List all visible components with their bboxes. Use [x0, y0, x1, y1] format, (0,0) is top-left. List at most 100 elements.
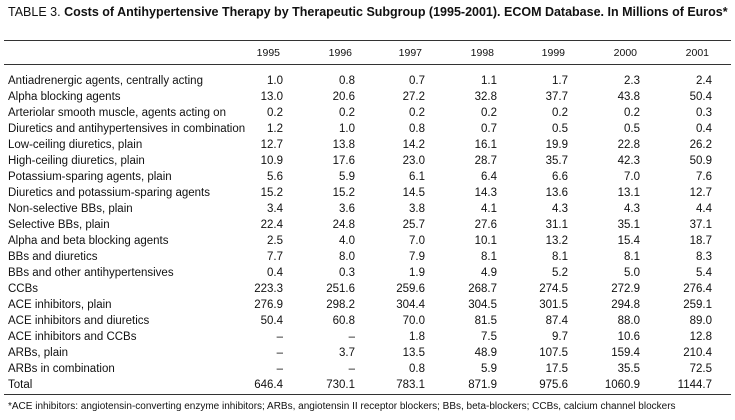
row-label: Antiadrenergic agents, centrally acting [8, 75, 203, 87]
table-cell: 274.5 [539, 283, 568, 295]
table-cell: 268.7 [468, 283, 497, 295]
table-cell: 23.0 [402, 155, 425, 167]
table-cell: 975.6 [539, 379, 568, 391]
table-cell: 48.9 [474, 347, 497, 359]
table-cell: 1144.7 [677, 379, 712, 391]
row-label: Alpha blocking agents [8, 91, 121, 103]
table-cell: 1.7 [552, 75, 568, 87]
table-cell: 12.7 [689, 187, 712, 199]
table-cell: 13.5 [402, 347, 425, 359]
row-label: High-ceiling diuretics, plain [8, 155, 145, 167]
table-cell: 88.0 [617, 315, 640, 327]
table-cell: 35.5 [617, 363, 640, 375]
row-label: ACE inhibitors and diuretics [8, 315, 150, 327]
table-cell: 2.5 [267, 235, 283, 247]
table-cell: 13.0 [260, 91, 283, 103]
table-cell: 0.3 [696, 107, 712, 119]
table-cell: – [348, 331, 355, 343]
column-header: 2001 [685, 47, 709, 59]
table-cell: 5.0 [624, 267, 640, 279]
row-label: Arteriolar smooth muscle, agents acting … [8, 107, 226, 119]
table-cell: 730.1 [326, 379, 355, 391]
table-cell: 10.6 [617, 331, 640, 343]
table-cell: 20.6 [332, 91, 355, 103]
table-cell: 19.9 [545, 139, 568, 151]
table-cell: 0.5 [624, 123, 640, 135]
row-label: ARBs, plain [8, 347, 69, 359]
table-cell: 17.5 [545, 363, 568, 375]
table-cell: 298.2 [326, 299, 355, 311]
table-cell: 43.8 [617, 91, 640, 103]
row-label: BBs and diuretics [8, 251, 98, 263]
table-cell: – [276, 331, 283, 343]
row-label: Diuretics and antihypertensives in combi… [8, 123, 246, 135]
table-cell: 10.9 [260, 155, 283, 167]
table-cell: 1.1 [481, 75, 497, 87]
table-cell: 0.2 [624, 107, 640, 119]
table-cell: 10.1 [474, 235, 497, 247]
column-header: 1997 [398, 47, 422, 59]
table-cell: 3.8 [409, 203, 425, 215]
table-cell: 15.2 [332, 187, 355, 199]
table-cell: 18.7 [689, 235, 712, 247]
table-cell: 0.8 [409, 123, 425, 135]
row-label: BBs and other antihypertensives [8, 267, 174, 279]
table-cell: 0.2 [339, 107, 355, 119]
table-cell: 8.1 [481, 251, 497, 263]
table-cell: 15.4 [617, 235, 640, 247]
table-cell: 7.0 [409, 235, 425, 247]
table-title: Costs of Antihypertensive Therapy by The… [64, 5, 728, 19]
table-cell: 4.9 [481, 267, 497, 279]
table-cell: 783.1 [396, 379, 425, 391]
table-cell: 4.3 [624, 203, 640, 215]
table-cell: 70.0 [402, 315, 425, 327]
column-header: 1996 [328, 47, 352, 59]
table-cell: 294.8 [611, 299, 640, 311]
table-cell: 6.6 [552, 171, 568, 183]
table-cell: 5.6 [267, 171, 283, 183]
column-header: 1998 [470, 47, 494, 59]
rule [4, 64, 731, 65]
table-cell: 107.5 [539, 347, 568, 359]
table-cell: 35.7 [545, 155, 568, 167]
table-cell: 13.8 [332, 139, 355, 151]
table-cell: 3.7 [339, 347, 355, 359]
table-cell: 14.5 [402, 187, 425, 199]
table-cell: 276.4 [683, 283, 712, 295]
table-cell: 15.2 [260, 187, 283, 199]
table-cell: 22.8 [617, 139, 640, 151]
table-cell: 6.1 [409, 171, 425, 183]
table-cell: 13.1 [617, 187, 640, 199]
table-cell: 24.8 [332, 219, 355, 231]
table-cell: 50.4 [689, 91, 712, 103]
table-label: TABLE 3. [8, 5, 61, 19]
table-cell: 3.4 [267, 203, 283, 215]
table-cell: 27.2 [402, 91, 425, 103]
table-cell: 4.4 [696, 203, 712, 215]
table-cell: 12.8 [689, 331, 712, 343]
table-cell: 22.4 [260, 219, 283, 231]
table-cell: 4.0 [339, 235, 355, 247]
table-cell: 1.8 [409, 331, 425, 343]
table-cell: 81.5 [474, 315, 497, 327]
table-cell: 28.7 [474, 155, 497, 167]
row-label: Alpha and beta blocking agents [8, 235, 169, 247]
table-cell: 31.1 [545, 219, 568, 231]
row-label: Potassium-sparing agents, plain [8, 171, 172, 183]
table-cell: 2.3 [624, 75, 640, 87]
table-cell: 14.3 [474, 187, 497, 199]
table-cell: 5.9 [481, 363, 497, 375]
table-cell: 0.8 [339, 75, 355, 87]
row-label: Selective BBs, plain [8, 219, 110, 231]
table-cell: – [348, 363, 355, 375]
table-cell: 272.9 [611, 283, 640, 295]
table-cell: 0.2 [409, 107, 425, 119]
table-cell: 0.8 [409, 363, 425, 375]
table-cell: 14.2 [402, 139, 425, 151]
table-cell: 16.1 [474, 139, 497, 151]
row-label: Total [8, 379, 33, 391]
table-cell: 251.6 [326, 283, 355, 295]
table-cell: 1.9 [409, 267, 425, 279]
table-cell: 0.7 [409, 75, 425, 87]
table-cell: 8.3 [696, 251, 712, 263]
